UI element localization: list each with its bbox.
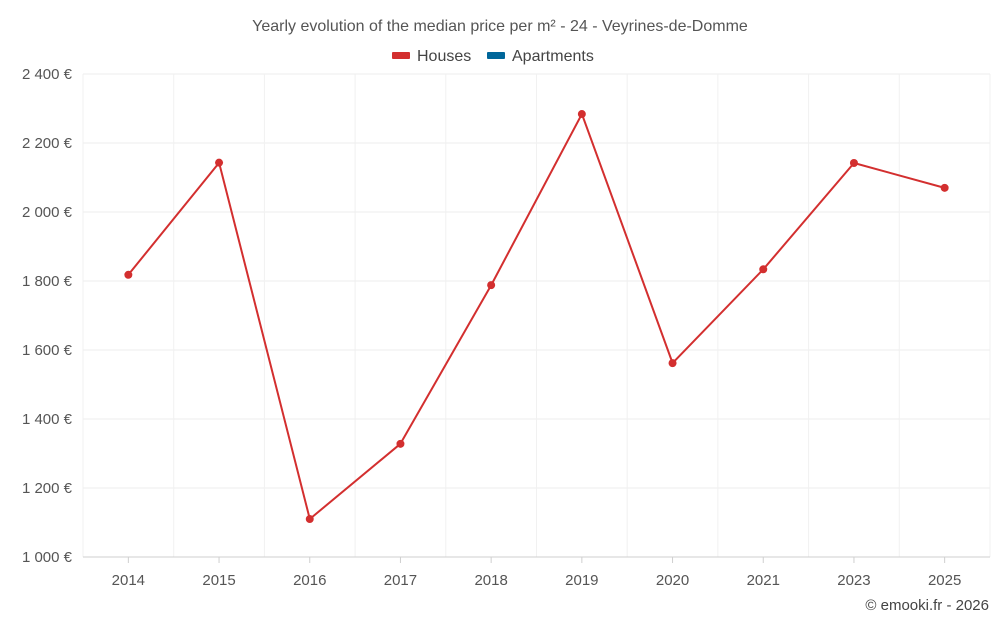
data-point-houses-2021[interactable] xyxy=(759,265,768,274)
x-tick-label: 2020 xyxy=(656,572,689,589)
data-point-houses-2020[interactable] xyxy=(668,359,677,368)
legend: Houses Apartments xyxy=(392,48,594,65)
data-point-houses-2014[interactable] xyxy=(124,270,133,279)
x-tick-label: 2016 xyxy=(293,572,326,589)
x-tick-label: 2014 xyxy=(112,572,145,589)
data-point-houses-2015[interactable] xyxy=(215,158,224,167)
y-tick-label: 1 600 € xyxy=(22,342,73,359)
data-point-houses-2017[interactable] xyxy=(396,439,405,448)
series-houses xyxy=(124,110,949,524)
grid xyxy=(82,73,991,557)
legend-item-apartments[interactable]: Apartments xyxy=(487,48,594,65)
y-tick-label: 1 200 € xyxy=(22,480,73,497)
y-tick-label: 2 200 € xyxy=(22,135,73,152)
x-tick-label: 2017 xyxy=(384,572,417,589)
data-point-houses-2018[interactable] xyxy=(487,281,496,290)
data-point-houses-2025[interactable] xyxy=(940,183,949,192)
credit-text: © emooki.fr - 2026 xyxy=(865,597,989,614)
y-tick-label: 1 000 € xyxy=(22,549,73,566)
legend-swatch-apartments xyxy=(487,52,505,59)
legend-swatch-houses xyxy=(392,52,410,59)
x-tick-label: 2015 xyxy=(202,572,235,589)
x-axis-ticks: 2014 2015 2016 2017 2018 2019 2020 2021 2023 2025 xyxy=(112,572,962,589)
series-line-houses xyxy=(127,113,945,520)
axes xyxy=(83,556,990,563)
data-point-houses-2016[interactable] xyxy=(305,515,314,524)
y-tick-label: 2 400 € xyxy=(22,66,73,83)
y-tick-label: 1 400 € xyxy=(22,411,73,428)
x-tick-label: 2018 xyxy=(474,572,507,589)
x-tick-label: 2025 xyxy=(928,572,961,589)
data-point-houses-2023[interactable] xyxy=(849,159,858,168)
chart-title: Yearly evolution of the median price per… xyxy=(252,18,748,35)
legend-label-apartments: Apartments xyxy=(512,48,594,65)
x-tick-label: 2021 xyxy=(747,572,780,589)
data-point-houses-2019[interactable] xyxy=(577,110,586,119)
x-tick-label: 2019 xyxy=(565,572,598,589)
x-tick-label: 2023 xyxy=(837,572,870,589)
y-tick-label: 1 800 € xyxy=(22,273,73,290)
y-axis-ticks: 1 000 € 1 200 € 1 400 € 1 600 € 1 800 € 2 000… xyxy=(22,66,73,566)
legend-item-houses[interactable]: Houses xyxy=(392,48,471,65)
y-tick-label: 2 000 € xyxy=(22,204,73,221)
legend-label-houses: Houses xyxy=(417,48,471,65)
